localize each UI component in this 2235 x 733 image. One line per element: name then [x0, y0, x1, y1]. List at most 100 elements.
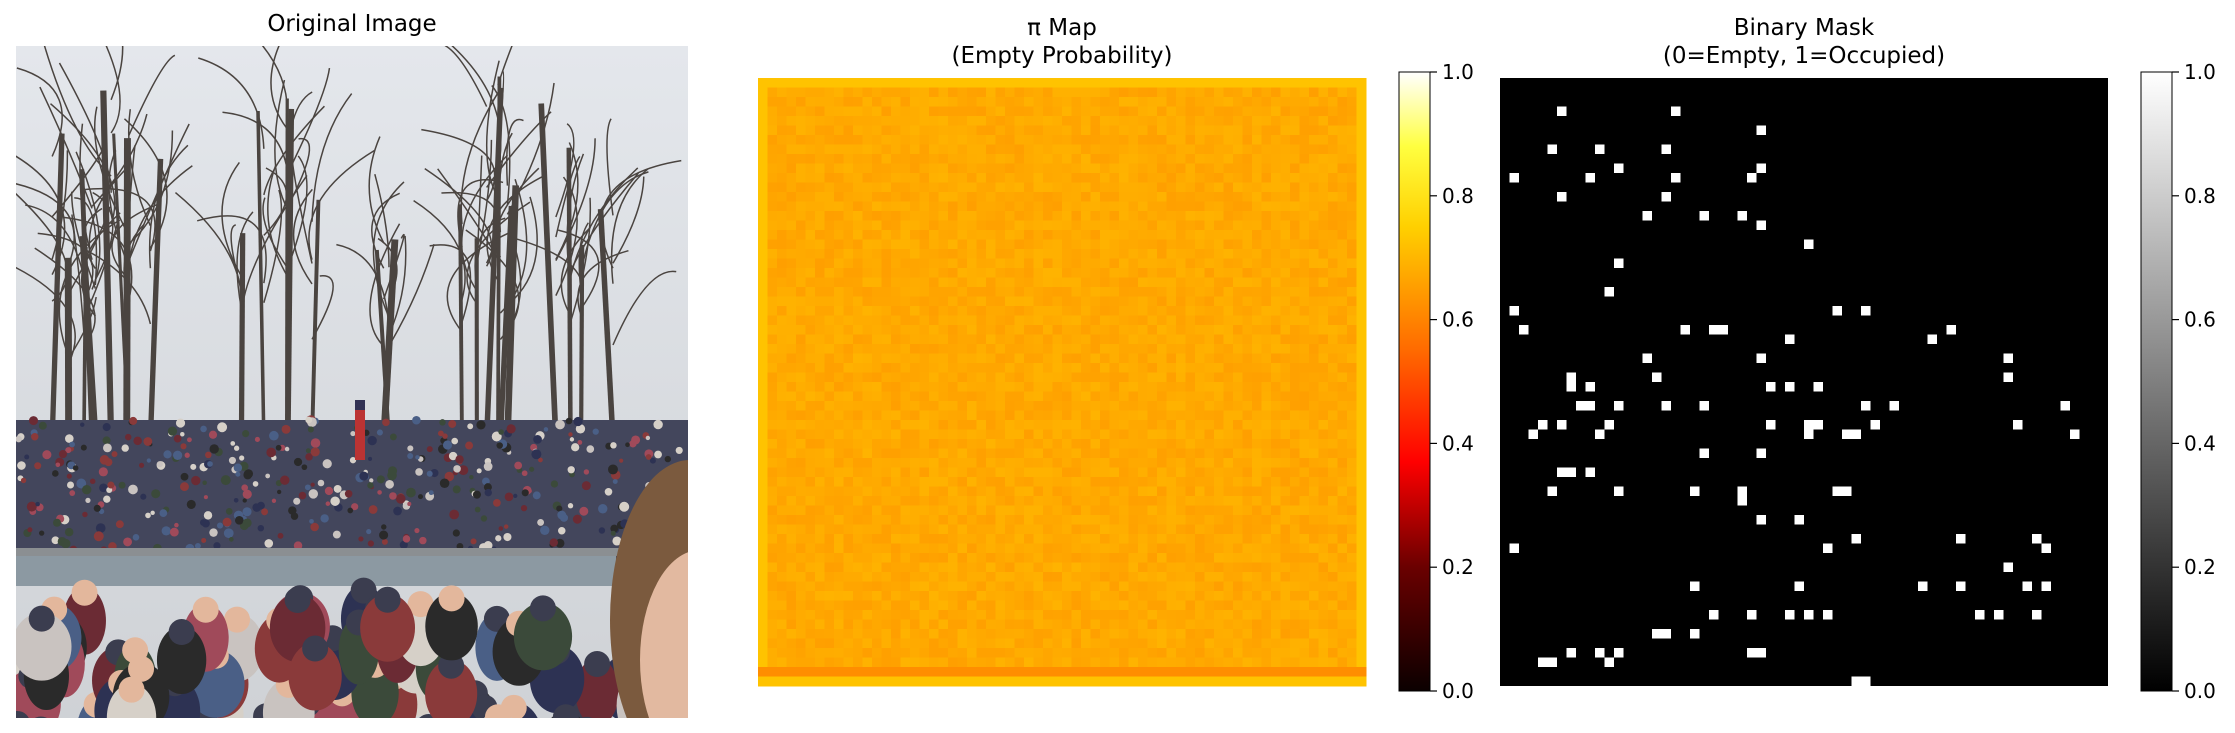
- pi-map-cell: [948, 515, 958, 525]
- pi-map-cell: [1252, 572, 1262, 582]
- pi-map-cell: [1290, 154, 1300, 164]
- pi-map-cell: [1223, 591, 1234, 601]
- pi-map-cell: [796, 600, 806, 611]
- pi-map-cell: [1328, 363, 1338, 373]
- pi-map-cell: [767, 87, 778, 98]
- pi-map-cell: [1109, 173, 1120, 183]
- pi-map-cell: [862, 410, 873, 421]
- pi-map-cell: [872, 391, 882, 402]
- pi-map-cell: [1261, 106, 1272, 117]
- pi-map-cell: [1109, 591, 1120, 601]
- pi-map-cell: [1299, 420, 1310, 430]
- pi-map-cell: [948, 173, 958, 183]
- pi-map-cell: [805, 78, 816, 88]
- pi-map-cell: [1318, 353, 1329, 364]
- pi-map-cell: [786, 667, 797, 677]
- pi-map-cell: [1328, 391, 1338, 402]
- pi-map-cell: [967, 429, 977, 440]
- pi-map-cell: [986, 581, 996, 592]
- pi-map-cell: [976, 648, 987, 658]
- pi-map-cell: [1280, 173, 1291, 183]
- pi-map-cell: [967, 363, 977, 373]
- pi-map-cell: [824, 648, 835, 658]
- pi-map-cell: [872, 296, 882, 307]
- pi-map-cell: [1052, 163, 1063, 174]
- pi-map-cell: [1033, 553, 1044, 563]
- pi-map-cell: [815, 657, 825, 668]
- pi-map-cell: [1033, 629, 1044, 639]
- pi-map-cell: [948, 78, 958, 88]
- pi-map-cell: [1261, 325, 1272, 335]
- pi-map-cell: [967, 420, 977, 430]
- mask-occupied-cell: [1870, 420, 1880, 430]
- pi-map-cell: [910, 154, 920, 164]
- pi-map-cell: [995, 106, 1006, 117]
- pi-map-cell: [986, 591, 996, 601]
- pi-map-cell: [1014, 201, 1025, 212]
- pi-map-cell: [881, 182, 892, 193]
- pi-map-cell: [1252, 325, 1262, 335]
- pi-map-cell: [805, 220, 816, 231]
- pi-map-cell: [1176, 144, 1186, 155]
- pi-map-cell: [1185, 534, 1196, 544]
- pi-map-cell: [1081, 87, 1091, 98]
- pi-map-cell: [919, 334, 930, 345]
- pi-map-cell: [1280, 429, 1291, 440]
- pi-map-cell: [1223, 249, 1234, 259]
- pi-map-cell: [910, 334, 920, 345]
- pi-map-cell: [872, 211, 882, 221]
- pi-map-cell: [1185, 638, 1196, 649]
- pi-map-cell: [1328, 534, 1338, 544]
- pi-map-cell: [1157, 572, 1167, 582]
- pi-map-cell: [1081, 78, 1091, 88]
- mask-occupied-cell: [1813, 382, 1823, 392]
- pi-map-cell: [938, 429, 949, 440]
- pi-map-cell: [1356, 410, 1367, 421]
- pi-map-cell: [1157, 201, 1167, 212]
- pi-map-cell: [1223, 515, 1234, 525]
- pi-map-cell: [1166, 477, 1177, 487]
- pi-map-cell: [1233, 391, 1243, 402]
- pi-map-cell: [957, 239, 968, 250]
- pi-map-cell: [1347, 201, 1357, 212]
- pi-map-cell: [1204, 268, 1215, 278]
- pi-map-cell: [834, 467, 844, 478]
- pi-map-cell: [1109, 249, 1120, 259]
- pi-map-cell: [1252, 182, 1262, 193]
- pi-map-cell: [995, 562, 1006, 573]
- pi-map-cell: [891, 239, 901, 250]
- pi-map-cell: [843, 505, 854, 516]
- pi-map-cell: [1318, 496, 1329, 506]
- mask-occupied-cell: [2060, 401, 2070, 411]
- pi-map-cell: [1033, 353, 1044, 364]
- pi-map-cell: [777, 154, 787, 164]
- pi-map-cell: [824, 657, 835, 668]
- pi-map-cell: [929, 249, 939, 259]
- pi-map-cell: [1014, 230, 1025, 240]
- pi-map-cell: [758, 448, 768, 459]
- pi-map-cell: [786, 116, 797, 126]
- pi-map-cell: [1119, 239, 1129, 250]
- pi-map-cell: [1081, 391, 1091, 402]
- pi-map-cell: [1204, 477, 1215, 487]
- pi-map-cell: [1356, 277, 1367, 288]
- pi-map-cell: [1318, 591, 1329, 601]
- pi-map-cell: [834, 325, 844, 335]
- pi-map-cell: [910, 353, 920, 364]
- pi-map-cell: [1033, 515, 1044, 525]
- pi-map-cell: [824, 135, 835, 145]
- pi-map-cell: [777, 211, 787, 221]
- pi-map-cell: [1299, 562, 1310, 573]
- pi-map-cell: [1147, 211, 1158, 221]
- pi-map-cell: [1271, 97, 1281, 107]
- pi-map-cell: [1128, 600, 1139, 611]
- pi-map-cell: [872, 410, 882, 421]
- pi-map-cell: [815, 638, 825, 649]
- pi-map-cell: [967, 467, 977, 478]
- pi-map-cell: [929, 382, 939, 392]
- pi-map-cell: [796, 106, 806, 117]
- pi-map-cell: [957, 220, 968, 231]
- pi-map-cell: [843, 448, 854, 459]
- pi-map-cell: [1185, 458, 1196, 468]
- pi-map-cell: [1214, 420, 1224, 430]
